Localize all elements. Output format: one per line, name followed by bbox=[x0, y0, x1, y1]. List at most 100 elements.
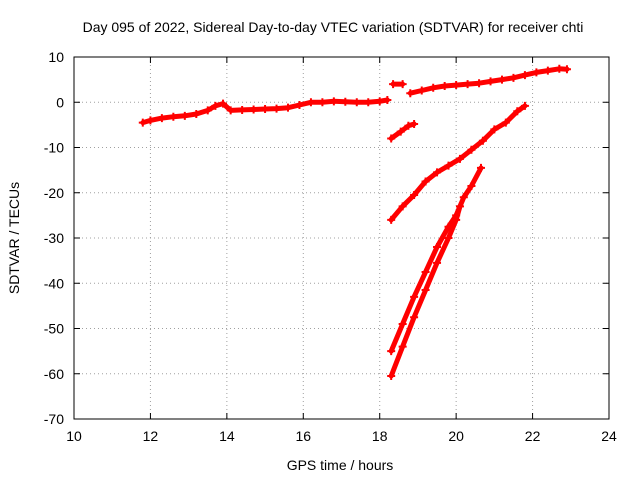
data-point bbox=[404, 121, 413, 130]
data-point bbox=[433, 258, 442, 267]
data-point bbox=[421, 286, 430, 295]
data-point bbox=[555, 64, 564, 73]
data-point bbox=[387, 372, 396, 381]
data-point bbox=[398, 342, 407, 351]
data-series bbox=[387, 202, 464, 381]
data-point bbox=[219, 99, 228, 108]
chart-title: Day 095 of 2022, Sidereal Day-to-day VTE… bbox=[83, 19, 584, 35]
data-point bbox=[513, 107, 522, 116]
data-point bbox=[157, 114, 166, 123]
data-point bbox=[352, 98, 361, 107]
data-point bbox=[455, 154, 464, 163]
x-tick-label: 14 bbox=[219, 428, 235, 444]
x-tick-label: 16 bbox=[295, 428, 311, 444]
data-point bbox=[375, 97, 384, 106]
data-point bbox=[410, 119, 419, 128]
data-point bbox=[532, 68, 541, 77]
data-point bbox=[475, 79, 484, 88]
data-point bbox=[520, 71, 529, 80]
data-point bbox=[192, 110, 201, 119]
data-point bbox=[421, 177, 430, 186]
data-point bbox=[249, 105, 258, 114]
y-tick-label: 10 bbox=[48, 49, 64, 65]
data-point bbox=[138, 118, 147, 127]
data-point bbox=[452, 81, 461, 90]
axis-ticks: 10 12 14 16 18 20 22 24 -70 -60 -50 -40 -30 -20 -10 0 10 bbox=[44, 49, 617, 444]
x-tick-label: 12 bbox=[143, 428, 159, 444]
y-tick-label: -50 bbox=[44, 321, 64, 337]
data-point bbox=[444, 161, 453, 170]
data-point bbox=[169, 112, 178, 121]
data-point bbox=[272, 104, 281, 113]
plot-area bbox=[138, 64, 571, 381]
data-point bbox=[467, 145, 476, 154]
data-point bbox=[389, 80, 398, 89]
data-point bbox=[562, 65, 571, 74]
data-series bbox=[389, 80, 407, 89]
data-point bbox=[387, 215, 396, 224]
data-series bbox=[138, 95, 392, 127]
data-point bbox=[476, 163, 485, 172]
data-point bbox=[509, 73, 518, 82]
data-point bbox=[478, 136, 487, 145]
y-axis-label: SDTVAR / TECUs bbox=[6, 182, 22, 294]
data-point bbox=[398, 202, 407, 211]
data-point bbox=[383, 95, 392, 104]
data-point bbox=[146, 116, 155, 125]
data-point bbox=[180, 111, 189, 120]
data-point bbox=[452, 215, 461, 224]
data-point bbox=[295, 100, 304, 109]
y-tick-label: -60 bbox=[44, 366, 64, 382]
x-tick-label: 20 bbox=[448, 428, 464, 444]
data-point bbox=[261, 105, 270, 114]
data-point bbox=[543, 66, 552, 75]
y-tick-label: -20 bbox=[44, 185, 64, 201]
x-axis-label: GPS time / hours bbox=[287, 457, 394, 473]
y-tick-label: -30 bbox=[44, 230, 64, 246]
y-tick-label: -10 bbox=[44, 140, 64, 156]
data-point bbox=[364, 98, 373, 107]
data-point bbox=[306, 98, 315, 107]
data-point bbox=[520, 101, 529, 110]
data-point bbox=[396, 127, 405, 136]
x-tick-label: 10 bbox=[66, 428, 82, 444]
data-point bbox=[455, 202, 464, 211]
data-point bbox=[444, 234, 453, 242]
data-series bbox=[387, 119, 419, 143]
data-point bbox=[284, 103, 292, 112]
data-point bbox=[459, 193, 468, 202]
data-point bbox=[226, 106, 235, 115]
x-tick-label: 24 bbox=[601, 428, 617, 444]
data-point bbox=[433, 243, 442, 252]
data-point bbox=[486, 77, 495, 86]
data-point bbox=[329, 97, 338, 106]
data-point bbox=[417, 86, 426, 95]
data-point bbox=[318, 98, 327, 107]
data-point bbox=[429, 83, 438, 92]
data-point bbox=[501, 118, 510, 127]
data-point bbox=[398, 319, 407, 328]
data-point bbox=[398, 80, 407, 89]
y-tick-label: -70 bbox=[44, 411, 64, 427]
y-tick-label: -40 bbox=[44, 275, 64, 291]
series-band bbox=[388, 165, 484, 354]
data-point bbox=[440, 81, 449, 90]
data-point bbox=[387, 134, 396, 143]
data-point bbox=[421, 267, 430, 276]
data-point bbox=[467, 181, 476, 190]
data-point bbox=[410, 313, 419, 322]
x-tick-label: 18 bbox=[372, 428, 388, 444]
data-point bbox=[238, 105, 247, 114]
data-series bbox=[387, 101, 529, 224]
data-point bbox=[433, 168, 442, 177]
data-point bbox=[203, 106, 212, 115]
data-point bbox=[490, 125, 499, 134]
data-point bbox=[387, 347, 396, 356]
data-point bbox=[341, 97, 350, 106]
data-point bbox=[410, 191, 419, 200]
x-tick-label: 22 bbox=[525, 428, 541, 444]
series-band bbox=[388, 203, 463, 379]
data-point bbox=[211, 101, 220, 110]
data-point bbox=[463, 80, 472, 89]
